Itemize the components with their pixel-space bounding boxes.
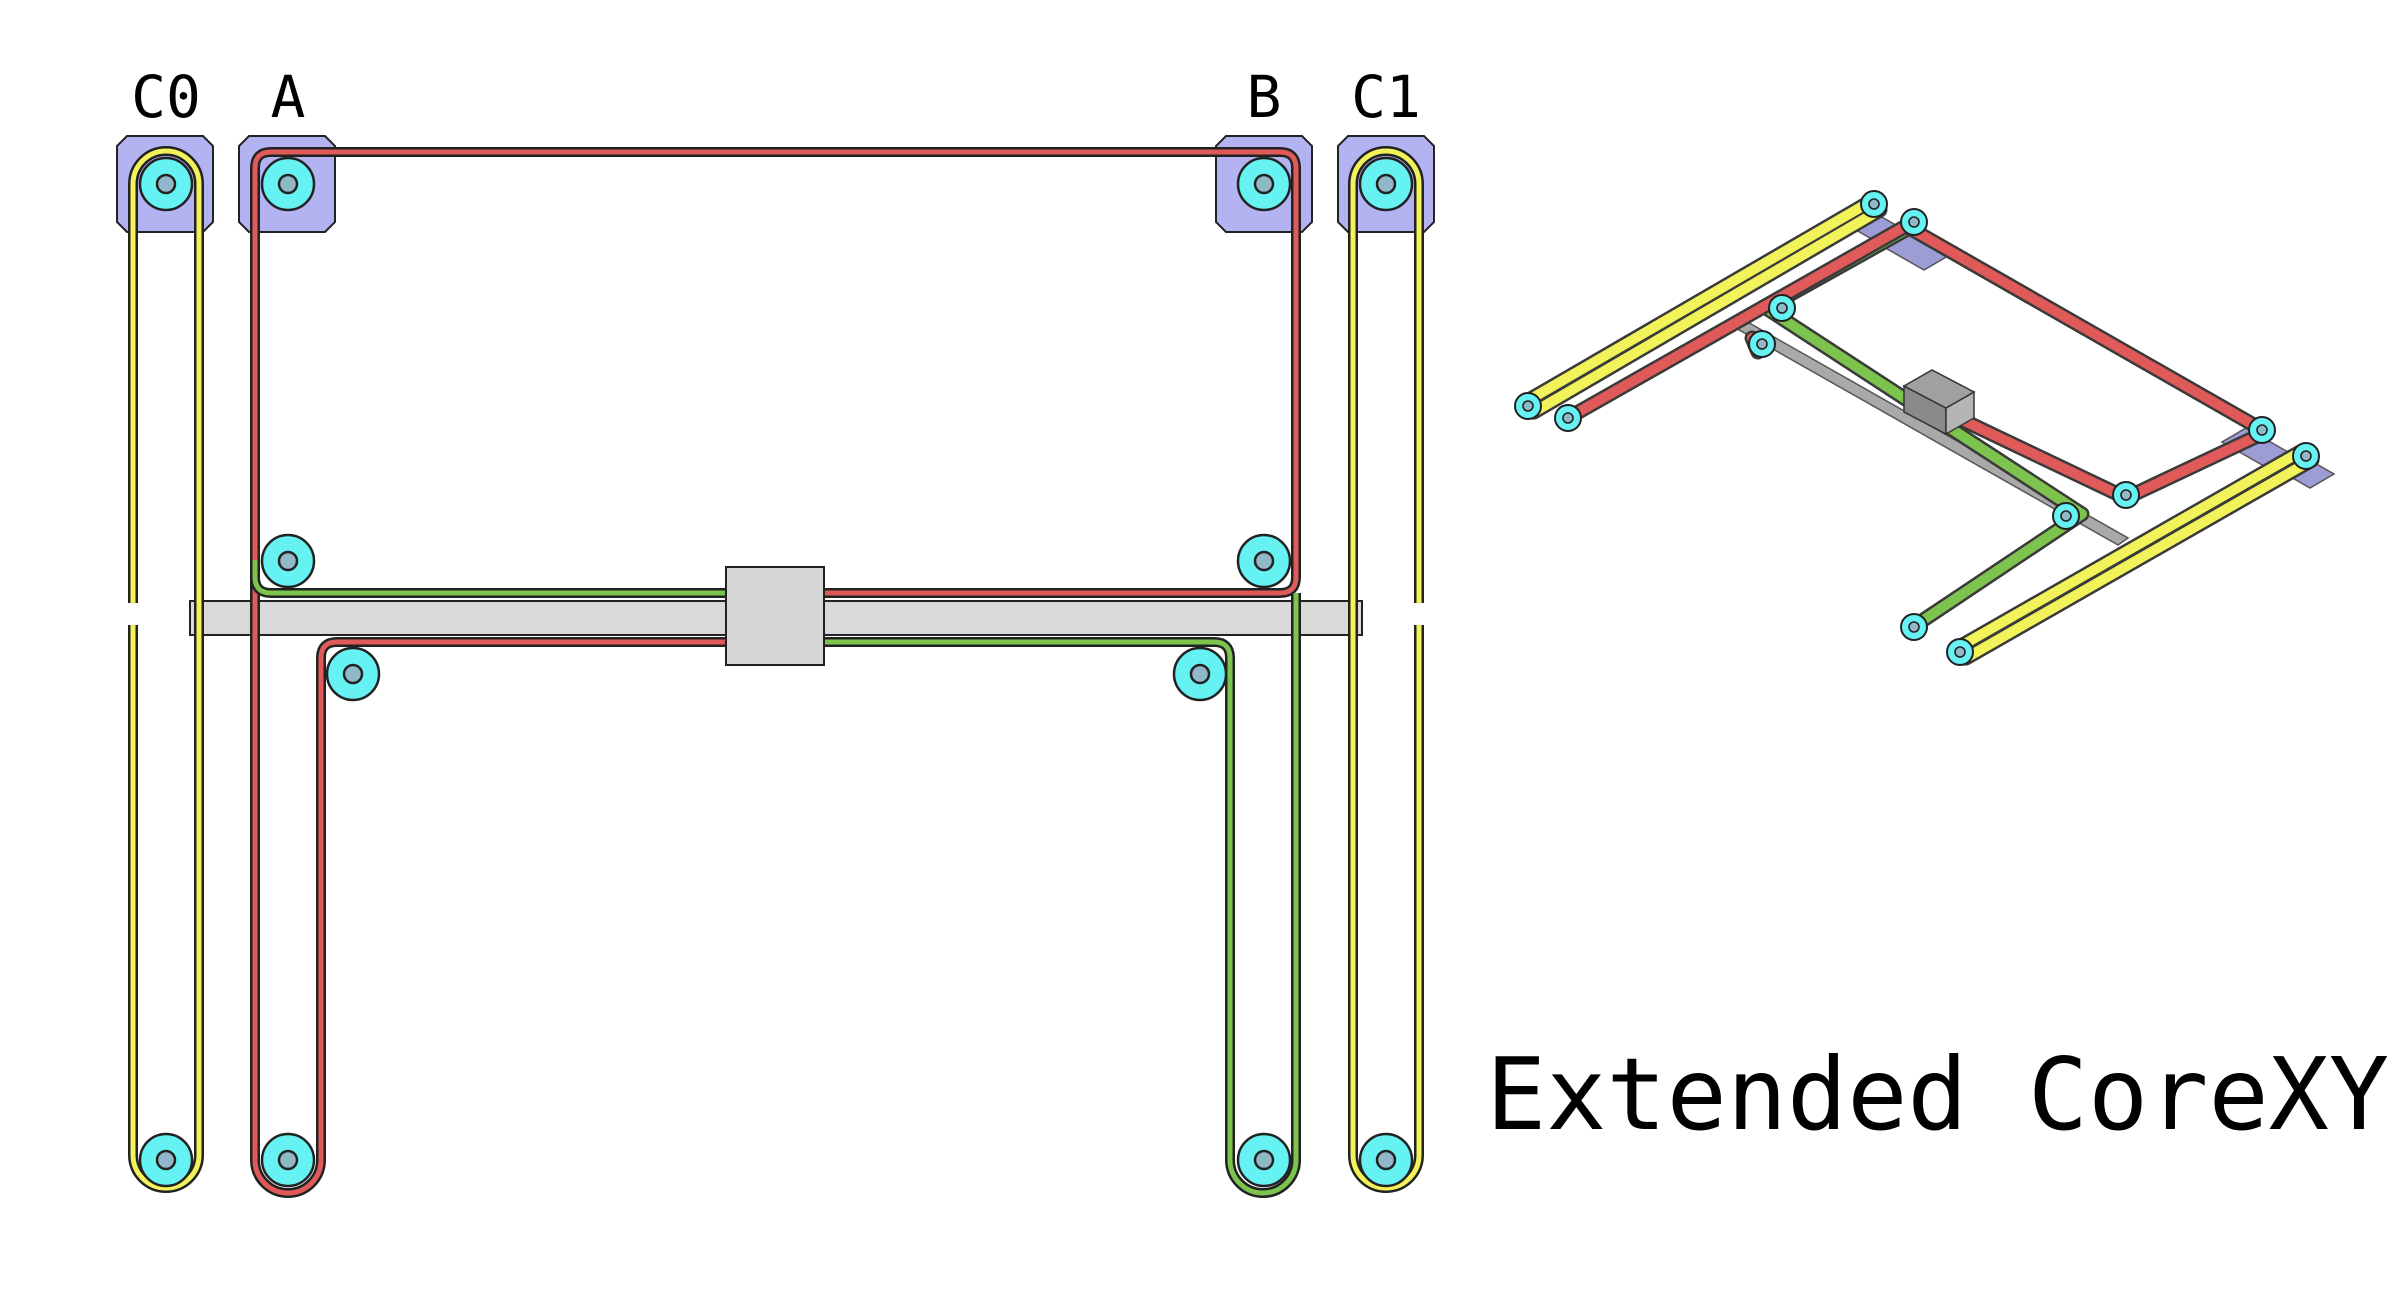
iso-belt-c-left [1514, 195, 1888, 420]
pulley-icon [325, 646, 381, 702]
pulley-icon [2292, 442, 2320, 470]
top-view: C0 A B C1 [116, 63, 1435, 1198]
isometric-view [1514, 190, 2336, 666]
motor-label-b: B [1247, 63, 1282, 131]
pulley-icon [1236, 156, 1292, 212]
motor-label-a: A [271, 63, 306, 131]
pulley-icon [2052, 502, 2080, 530]
motor-labels: C0 A B C1 [131, 63, 1421, 131]
pulley-icon [2112, 481, 2140, 509]
iso-carriage [1902, 369, 1976, 436]
pulley-icon [1860, 190, 1888, 218]
pulley-icon [1946, 638, 1974, 666]
pulley-icon [260, 156, 316, 212]
belt-c-right [1348, 146, 1424, 1193]
pulley-icon [1748, 330, 1776, 358]
pulley-icon [1236, 533, 1292, 589]
pulley-icon [1514, 392, 1542, 420]
pulley-icon [260, 1132, 316, 1188]
pulley-icon [138, 156, 194, 212]
motor-label-c1: C1 [1351, 63, 1421, 131]
carriage [725, 566, 825, 666]
belt-a [250, 147, 1301, 1198]
pulley-icon [1768, 294, 1796, 322]
pulley-icon [1554, 404, 1582, 432]
pulley-icon [1358, 156, 1414, 212]
diagram-title: Extended CoreXY [1486, 1036, 2390, 1153]
pulley-icon [2248, 416, 2276, 444]
pulleys [138, 156, 1414, 1188]
pulley-icon [1172, 646, 1228, 702]
pulley-icon [1900, 208, 1928, 236]
pulley-icon [1358, 1132, 1414, 1188]
pulley-icon [260, 533, 316, 589]
belt-c-left [128, 146, 204, 1193]
pulley-icon [138, 1132, 194, 1188]
pulley-icon [1900, 613, 1928, 641]
belt-b [250, 560, 1301, 1198]
motor-label-c0: C0 [131, 63, 201, 131]
pulley-icon [1236, 1132, 1292, 1188]
